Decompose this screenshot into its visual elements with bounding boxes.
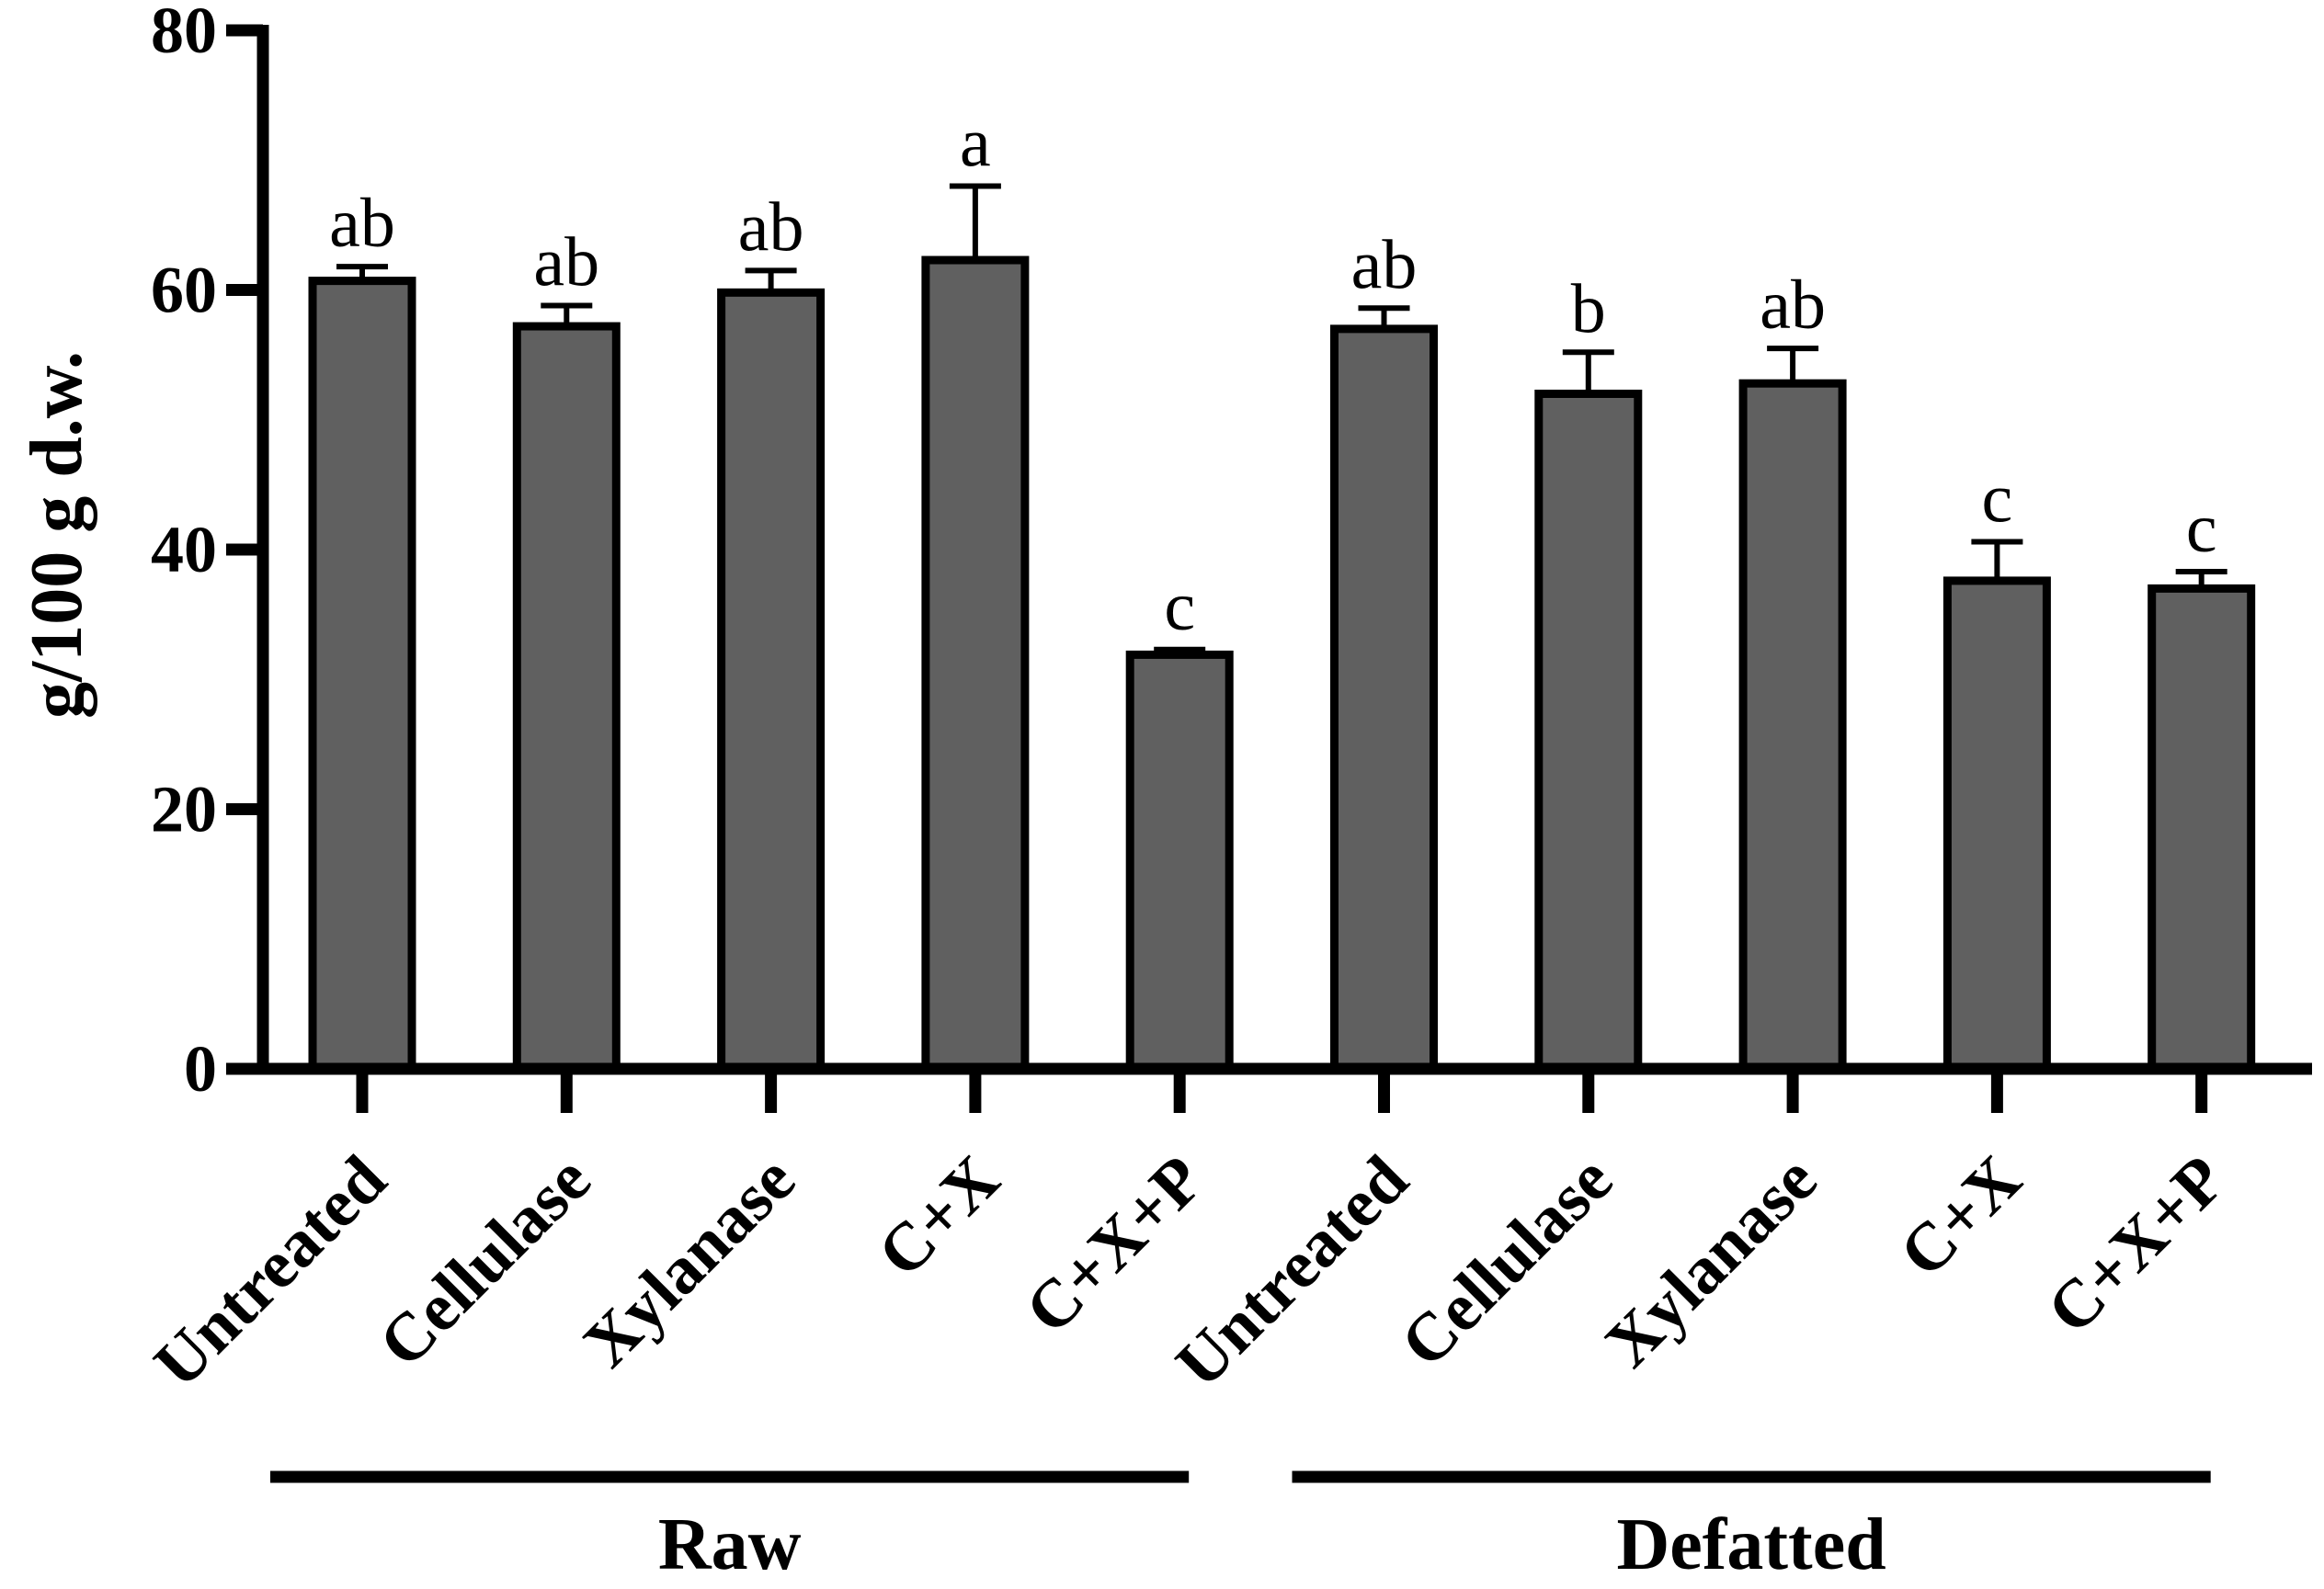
y-tick-label: 80: [151, 0, 217, 67]
bar: [1125, 650, 1234, 1073]
significance-letter: ab: [1760, 267, 1826, 344]
significance-letter: c: [1164, 568, 1195, 645]
bar: [1738, 379, 1847, 1073]
x-category-label: Untreated: [140, 1141, 401, 1402]
x-axis-ticks: [356, 1069, 2208, 1113]
bar: [921, 255, 1030, 1073]
group-brackets: Raw Defatted: [270, 1470, 2211, 1585]
bar: [512, 322, 621, 1073]
bar: [1942, 576, 2051, 1073]
y-axis-title: g/100 g d.w.: [17, 351, 97, 719]
significance-letter: ab: [1351, 226, 1418, 303]
bar: [308, 277, 416, 1073]
x-category-label: Xylanase: [1591, 1141, 1831, 1381]
significance-letter: a: [960, 105, 991, 182]
x-category-label: Cellulase: [365, 1141, 605, 1381]
x-category-label: C+X: [1885, 1141, 2035, 1291]
bars-layer: [308, 255, 2256, 1073]
x-category-label: Xylanase: [569, 1141, 809, 1381]
error-bars-layer: [336, 183, 2227, 655]
bar: [2147, 584, 2256, 1073]
significance-letter: ab: [738, 188, 804, 266]
y-tick-label: 60: [151, 254, 217, 327]
significance-labels: ab ab ab a c ab b ab c c: [329, 105, 2216, 645]
group-label: Defatted: [1616, 1504, 1885, 1584]
y-axis-ticks: 0 20 40 60 80: [151, 0, 263, 1106]
significance-letter: ab: [329, 185, 395, 262]
y-tick-label: 20: [151, 773, 217, 846]
x-category-label: C+X: [864, 1141, 1014, 1291]
x-category-label: C+X+P: [2034, 1141, 2240, 1348]
significance-letter: b: [1571, 270, 1606, 347]
bar: [1330, 324, 1438, 1073]
significance-letter: ab: [533, 223, 599, 301]
axes-layer: [256, 25, 2312, 1075]
bar: [717, 288, 826, 1073]
bar: [1534, 390, 1643, 1073]
significance-letter: c: [2186, 490, 2217, 567]
y-tick-label: 0: [184, 1032, 217, 1106]
x-category-label: Cellulase: [1386, 1141, 1626, 1381]
group-label: Raw: [658, 1504, 802, 1584]
significance-letter: c: [1982, 460, 2013, 538]
x-category-label: C+X+P: [1011, 1141, 1218, 1348]
y-tick-label: 40: [151, 513, 217, 586]
